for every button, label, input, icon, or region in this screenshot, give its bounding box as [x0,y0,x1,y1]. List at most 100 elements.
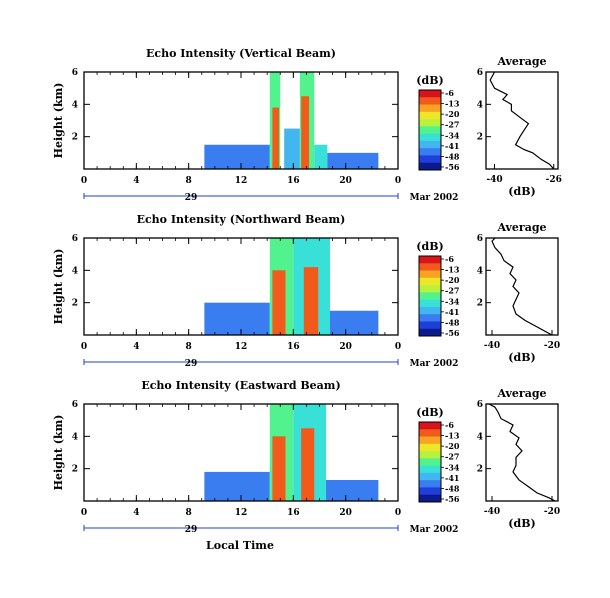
x-tick-label: 0 [81,508,87,518]
colorbar-tick-label: -6 [445,88,454,98]
heatmap-cell [301,428,315,501]
colorbar-tick-label: -6 [445,420,454,430]
colorbar-tick-label: -48 [445,151,460,161]
heatmap-cell [303,267,319,335]
y-axis-label: Height (km) [52,415,65,491]
colorbar-tick-label: -13 [445,99,460,109]
heatmap-cell [272,107,279,169]
colorbar-swatch [419,306,441,315]
x-tick-label: 8 [186,508,192,518]
x-tick-label: 0 [395,176,401,186]
colorbar-swatch [419,472,441,481]
average-frame [485,237,559,336]
y-tick-label: 6 [72,234,78,244]
colorbar-swatch [419,97,441,105]
x-tick-label: 12 [235,508,248,518]
heatmap-cell [327,152,379,169]
y-axis-label: Height (km) [52,83,65,159]
x-tick-label: 12 [235,342,248,352]
x-axis-label: Local Time [206,539,274,552]
x-tick-label: 0 [81,342,87,352]
colorbar-tick-label: -34 [445,462,460,472]
colorbar-tick-label: -13 [445,265,460,275]
colorbar-swatch [419,451,441,459]
colorbar-label: (dB) [416,406,443,419]
x-tick-label: 8 [186,342,192,352]
y-tick-label: 6 [72,400,78,410]
colorbar-swatch [419,487,441,496]
date-label: Mar 2002 [410,193,459,203]
x-tick-label: 20 [339,508,352,518]
colorbar-tick-label: -20 [445,275,460,285]
colorbar-swatch [419,436,441,445]
average-y-tick-label: 4 [477,266,483,276]
panels: Echo Intensity (Vertical Beam) Height (km… [52,47,562,535]
heatmap-cell [204,302,270,335]
y-tick-label: 4 [72,266,78,276]
average-x-tick-label: -20 [544,507,560,517]
colorbar-frame [418,421,442,503]
average-x-tick-label: -20 [544,341,560,351]
y-tick-label: 4 [72,100,78,110]
average-y-tick-label: 2 [477,133,483,143]
average-profile-line [489,71,555,170]
heatmap-cell [204,144,270,169]
colorbar-swatch [419,90,441,98]
chart-title: Echo Intensity (Northward Beam) [137,213,346,226]
y-tick-label: 6 [72,68,78,78]
chart-title: Echo Intensity (Eastward Beam) [141,379,340,392]
x-tick-label: 4 [133,176,139,186]
colorbar-tick-label: -41 [445,473,459,483]
colorbar-swatch [419,285,441,293]
colorbar-label: (dB) [416,74,443,87]
average-x-tick-label: -40 [484,341,500,351]
x-tick-label: 16 [287,342,300,352]
average-x-tick-label: -40 [486,175,502,185]
colorbar-swatch [419,140,441,149]
panel-1: Echo Intensity (Vertical Beam) Height (km… [52,47,562,203]
colorbar-tick-label: -20 [445,109,460,119]
colorbar-tick-label: -41 [445,141,459,151]
average-x-axis-label: (dB) [508,351,535,364]
y-axis-label: Height (km) [52,249,65,325]
average-profile-line [488,403,556,502]
colorbar-tick-label: -41 [445,307,459,317]
colorbar-swatch [419,119,441,127]
average-y-tick-label: 6 [477,234,483,244]
x-tick-label: 4 [133,508,139,518]
colorbar-tick-label: -20 [445,441,460,451]
colorbar-swatch [419,263,441,271]
heatmap-cell [301,96,310,169]
colorbar-tick-label: -48 [445,483,460,493]
heatmap-cell [272,436,286,501]
colorbar-swatch [419,292,441,300]
average-y-tick-label: 4 [477,100,483,110]
x-tick-label: 0 [81,176,87,186]
x-tick-label: 20 [339,176,352,186]
colorbar-tick-label: -34 [445,296,460,306]
heatmap-cell [326,479,379,501]
colorbar-swatch [419,465,441,474]
colorbar-swatch [419,480,441,488]
colorbar-swatch [419,256,441,264]
heatmap-cells [204,404,379,501]
colorbar-swatch [419,155,441,164]
colorbar-swatch [419,104,441,113]
colorbar-frame [418,89,442,171]
average-x-tick-label: -40 [484,507,500,517]
average-profile-line [491,237,553,336]
date-label: Mar 2002 [410,525,459,535]
x-tick-label: 16 [287,176,300,186]
average-y-tick-label: 4 [477,432,483,442]
colorbar-frame [418,255,442,337]
colorbar-swatch [419,148,441,156]
x-tick-label: 16 [287,508,300,518]
colorbar-tick-label: -56 [445,494,460,504]
heatmap-cell [329,310,379,335]
colorbar-tick-label: -13 [445,431,460,441]
average-x-axis-label: (dB) [508,517,535,530]
heatmap-cells [204,72,379,169]
average-title: Average [496,221,546,234]
date-label: Mar 2002 [410,359,459,369]
x-tick-label: 4 [133,342,139,352]
